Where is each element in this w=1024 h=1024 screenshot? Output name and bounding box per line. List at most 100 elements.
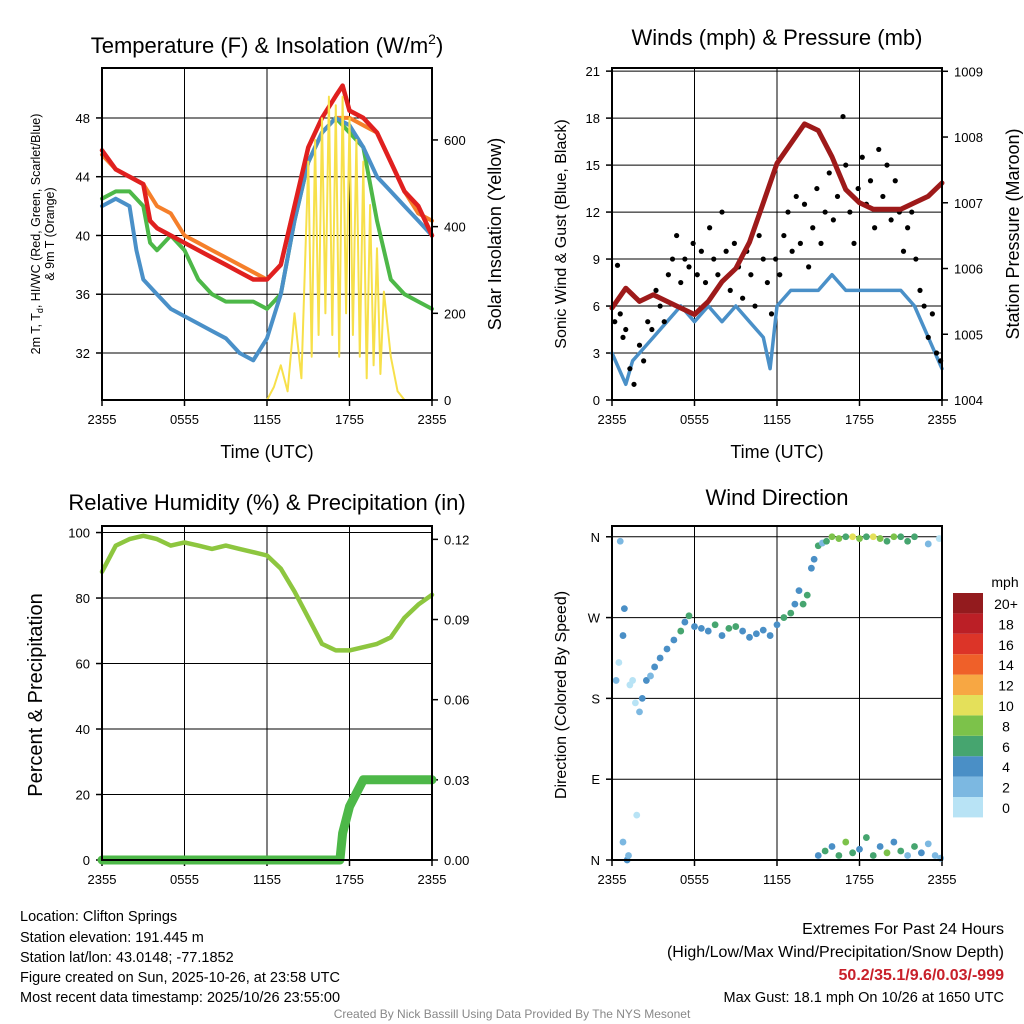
wind-direction-point	[856, 535, 863, 542]
x-tick-label: 2355	[598, 872, 627, 887]
legend-label: 6	[1002, 739, 1010, 755]
wind-direction-point	[897, 533, 905, 541]
right-y-tick-label: 0.00	[444, 853, 469, 868]
gust-point	[884, 162, 890, 168]
gust-point	[785, 209, 791, 215]
gust-point	[900, 248, 907, 254]
y-tick-label: 40	[76, 228, 90, 243]
x-tick-label: 1755	[335, 412, 364, 427]
gust-point	[612, 319, 618, 325]
wind-direction-point	[663, 645, 671, 653]
wind-direction-point	[651, 663, 659, 671]
gust-point	[748, 272, 754, 278]
wind-direction-point	[911, 533, 918, 541]
y-tick-label: 0	[83, 853, 90, 868]
gust-point	[888, 217, 894, 223]
gust-point	[851, 240, 857, 246]
winds-chart-title: Winds (mph) & Pressure (mb)	[632, 25, 923, 50]
wind-direction-point	[904, 852, 912, 859]
y-tick-label: 48	[76, 111, 90, 126]
gust-point	[614, 262, 621, 268]
wind-direction-point	[814, 852, 822, 859]
wind-direction-point	[803, 591, 811, 599]
right-y-tick-label: 1006	[954, 262, 983, 277]
wind-direction-point	[616, 537, 624, 545]
gust-point	[756, 232, 762, 239]
right-y-tick-label: 0.12	[444, 532, 469, 547]
wind-direction-point	[876, 535, 884, 542]
x-tick-label: 1755	[845, 872, 874, 887]
extremes-title: Extremes For Past 24 Hours	[802, 921, 1004, 938]
right-y-tick-label: 0.06	[444, 693, 469, 708]
gust-point	[698, 248, 704, 254]
wind-direction-point	[924, 540, 932, 548]
wind-direction-point	[911, 843, 918, 850]
y-tick-label: N	[591, 530, 600, 545]
temperature-y-label-line2: & 9m T (Orange)	[43, 187, 57, 280]
station-location: Location: Clifton Springs	[20, 909, 177, 925]
legend-swatch	[953, 756, 983, 777]
y-tick-label: 6	[593, 299, 600, 314]
gust-point	[641, 358, 647, 364]
legend-label: 16	[998, 637, 1014, 653]
x-tick-label: 1155	[253, 412, 281, 427]
legend-label: 14	[998, 657, 1014, 673]
gust-point	[674, 232, 680, 239]
gust-point	[665, 272, 671, 278]
gust-point	[892, 178, 898, 184]
wind-direction-point	[842, 838, 850, 846]
wind-direction-point	[638, 694, 646, 702]
legend-swatch	[953, 613, 983, 634]
wind-direction-point	[631, 699, 639, 707]
wind-direction-point	[739, 627, 747, 635]
y-tick-label: 100	[68, 526, 90, 541]
legend-swatch	[953, 654, 983, 675]
wind-direction-point	[725, 624, 733, 632]
gust-point	[657, 303, 663, 309]
legend-label: 12	[998, 678, 1014, 694]
wind-direction-point	[685, 612, 693, 620]
y-tick-label: 80	[76, 591, 90, 606]
gust-point	[867, 178, 874, 184]
temperature-chart-title: Temperature (F) & Insolation (W/m2)	[91, 31, 444, 58]
wind-direction-point	[704, 627, 712, 635]
y-tick-label: 3	[593, 346, 600, 361]
y-tick-label: 44	[76, 170, 90, 185]
wind-direction-point	[935, 535, 943, 542]
wind-direction-point	[791, 600, 799, 608]
wind-direction-point	[773, 621, 781, 629]
wind-direction-point	[883, 537, 891, 545]
series-windchill-line	[100, 115, 434, 363]
recent-data-timestamp: Most recent data timestamp: 2025/10/26 2…	[20, 990, 340, 1006]
gust-point	[859, 154, 865, 160]
wind-direction-point	[681, 618, 689, 626]
right-y-tick-label: 400	[444, 220, 466, 235]
gust-point	[781, 232, 787, 239]
x-tick-label: 2355	[928, 872, 957, 887]
legend-label: 20+	[994, 596, 1018, 612]
credit-line: Created By Nick Bassill Using Data Provi…	[334, 1007, 691, 1021]
wind-direction-point	[625, 852, 632, 859]
wind-direction-point	[642, 677, 650, 684]
series-temp-line	[99, 83, 435, 282]
wind-direction-point	[835, 535, 843, 542]
gust-point	[872, 225, 878, 231]
wind-direction-point	[766, 632, 774, 639]
plot-frame	[611, 525, 943, 861]
y-tick-label: 36	[76, 287, 90, 302]
winds-y-label: Sonic Wind & Gust (Blue, Black)	[553, 119, 570, 348]
wind-direction-point	[752, 630, 760, 638]
legend-label: 2	[1002, 780, 1010, 796]
wind-direction-point	[647, 672, 654, 680]
gust-point	[933, 350, 940, 356]
x-tick-label: 1155	[763, 412, 791, 427]
x-tick-label: 0555	[680, 412, 709, 427]
gust-point	[617, 311, 623, 317]
gust-point	[909, 209, 915, 215]
wind-direction-point	[636, 708, 643, 716]
figure-created: Figure created on Sun, 2025-10-26, at 23…	[20, 970, 340, 986]
legend-swatch	[953, 674, 983, 695]
gust-point	[661, 319, 667, 325]
right-y-tick-label: 1007	[954, 196, 983, 211]
series-wind-line	[610, 272, 944, 387]
